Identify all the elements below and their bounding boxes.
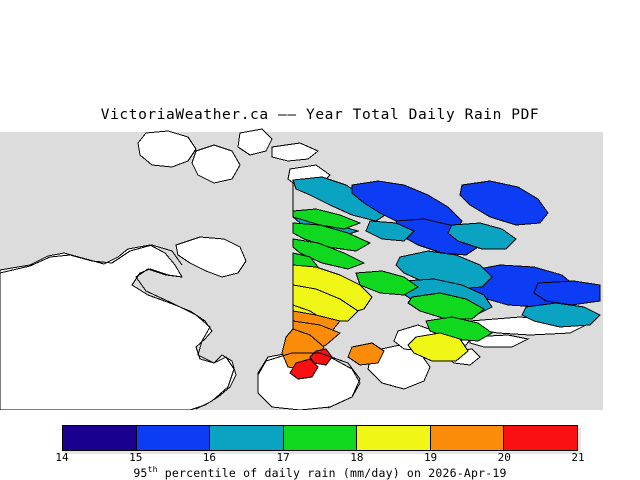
colorbar-segment-16-17[interactable] bbox=[210, 426, 284, 450]
coastline-nw bbox=[0, 244, 183, 274]
coastline-map[interactable] bbox=[0, 125, 640, 410]
page-title: VictoriaWeather.ca —— Year Total Daily R… bbox=[100, 107, 540, 123]
colorbar-tick-20: 20 bbox=[497, 451, 511, 464]
colorbar-tick-15: 15 bbox=[129, 451, 143, 464]
colorbar-tick-19: 19 bbox=[423, 451, 438, 464]
region-discovery-island[interactable] bbox=[407, 332, 469, 362]
colorbar-tick-labels: 14 15 16 17 18 19 20 21 bbox=[0, 451, 640, 465]
colorbar-tick-21: 21 bbox=[571, 451, 585, 464]
caption-ordinal-suffix: th bbox=[147, 465, 158, 474]
coastline-detail-group bbox=[0, 244, 361, 410]
region-green-strip-2[interactable] bbox=[292, 238, 366, 270]
region-east-blue-3[interactable] bbox=[533, 280, 601, 306]
island-nw-1 bbox=[137, 130, 197, 168]
colorbar-area: 14 15 16 17 18 19 20 21 95th percentile of dail… bbox=[0, 420, 640, 480]
region-blue-notch[interactable] bbox=[365, 220, 415, 242]
region-teal-east-4[interactable] bbox=[521, 302, 601, 328]
colorbar-segment-20-21[interactable] bbox=[504, 426, 578, 450]
island-nw-3 bbox=[237, 128, 273, 156]
region-orcas-island-slope[interactable] bbox=[407, 292, 485, 320]
colorbar-segment-17-18[interactable] bbox=[283, 426, 358, 450]
island-ne-strip bbox=[271, 142, 319, 162]
coastline-south bbox=[257, 352, 361, 409]
colorbar-tick-14: 14 bbox=[55, 451, 69, 464]
island-nw-2 bbox=[191, 144, 241, 184]
white-tail-east-2 bbox=[469, 334, 530, 348]
saanich-white-tip bbox=[175, 236, 247, 278]
colorbar[interactable] bbox=[62, 425, 578, 451]
colorbar-segment-15-16[interactable] bbox=[136, 426, 211, 450]
region-trial-islands[interactable] bbox=[347, 342, 385, 366]
colorbar-tick-18: 18 bbox=[350, 451, 364, 464]
coastline-mid bbox=[135, 268, 235, 410]
region-gulf-blue-2[interactable] bbox=[395, 218, 479, 256]
region-san-juan-islands-east[interactable] bbox=[459, 180, 549, 226]
region-green-strip-1[interactable] bbox=[292, 222, 372, 252]
region-saltspring-north[interactable] bbox=[292, 208, 362, 230]
region-teal-east-3[interactable] bbox=[447, 222, 517, 250]
region-green-east-2[interactable] bbox=[355, 270, 419, 296]
region-victoria-core-2[interactable] bbox=[289, 358, 319, 380]
colorbar-segment-18-19[interactable] bbox=[357, 426, 431, 450]
colorbar-caption: 95th percentile of daily rain (mm/day) o… bbox=[133, 465, 507, 480]
colorbar-segment-14-15[interactable] bbox=[63, 426, 137, 450]
colorbar-tick-16: 16 bbox=[202, 451, 217, 464]
colorbar-segment-19-20[interactable] bbox=[430, 426, 505, 450]
colorbar-tick-17: 17 bbox=[276, 451, 290, 464]
map-panel[interactable] bbox=[0, 125, 640, 410]
